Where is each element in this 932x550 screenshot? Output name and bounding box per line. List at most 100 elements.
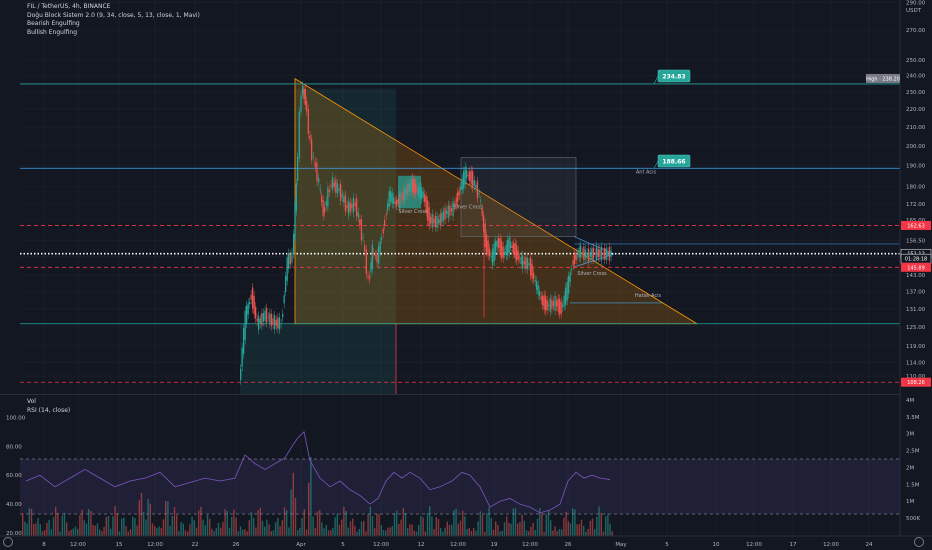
volume-bar	[380, 524, 382, 536]
volume-bar	[224, 509, 226, 536]
volume-bar	[367, 514, 369, 536]
volume-bar	[475, 530, 477, 536]
volume-bar	[316, 511, 319, 536]
volume-bar	[466, 529, 468, 536]
rsi-tick-label: 80.00	[6, 444, 22, 450]
candle-body	[596, 246, 598, 260]
candle-body	[400, 197, 403, 199]
volume-bar	[587, 529, 589, 536]
candle-body	[490, 256, 492, 258]
time-tick-label: Apr	[296, 542, 306, 548]
candle-body	[344, 194, 347, 212]
volume-bar	[415, 531, 418, 536]
candle-body	[439, 213, 441, 226]
volume-bar	[226, 510, 228, 536]
volume-bar	[536, 518, 539, 536]
volume-bar	[125, 526, 127, 536]
candle-body	[466, 170, 468, 179]
price-pane[interactable]: Silver Cross Silver Cross Silver Cross Ant …	[20, 0, 900, 536]
time-tick-label: 12:00	[450, 542, 466, 548]
candle-body	[607, 251, 609, 256]
volume-legend[interactable]: Vol	[27, 398, 36, 405]
candle-body	[288, 253, 290, 269]
volume-bar	[345, 510, 347, 536]
volume-bar	[277, 517, 279, 536]
price-tick-label: 131.00	[906, 307, 926, 313]
rsi-band-fill	[20, 459, 900, 514]
volume-bar	[206, 515, 209, 536]
symbol-title[interactable]: FIL / TetherUS, 4h, BINANCE	[27, 3, 111, 10]
volume-bar	[418, 524, 420, 536]
annotation-label: Silver Cross	[453, 204, 483, 210]
volume-bar	[435, 517, 437, 536]
indicator-dogu-block[interactable]: Doğu Block Sistem 2.0 (9, 34, close, 5, …	[27, 11, 200, 19]
candle-body	[419, 186, 421, 199]
volume-bar	[158, 526, 160, 536]
candle-body	[391, 192, 393, 204]
volume-bar	[424, 531, 426, 536]
wedge-upper-line	[573, 236, 615, 255]
volume-bar	[162, 519, 165, 536]
candle-body	[399, 191, 401, 208]
tradingview-logo-icon[interactable]	[3, 537, 13, 547]
candle-body	[303, 88, 305, 99]
candle-body	[258, 316, 260, 330]
rsi-pane[interactable]	[20, 431, 900, 536]
candle-body	[454, 205, 456, 207]
time-tick-label: 12:00	[823, 542, 839, 548]
candle-body	[306, 101, 308, 112]
candle-body	[385, 214, 387, 216]
wedge-lower-line	[573, 253, 615, 268]
volume-bars	[22, 456, 613, 536]
volume-bar	[382, 529, 385, 536]
volume-bar	[160, 527, 162, 536]
time-tick-label: 12:00	[70, 542, 86, 548]
rsi-legend-label[interactable]: RSI (14, close)	[27, 406, 71, 414]
volume-bar	[171, 516, 173, 536]
candle-body	[469, 171, 471, 181]
volume-bar	[470, 530, 473, 536]
candle-body	[526, 258, 529, 270]
candle-body	[505, 245, 507, 256]
candle-body	[387, 203, 389, 211]
volume-bar	[360, 521, 363, 536]
candle-body	[519, 257, 521, 259]
indicator-bearish-engulfing[interactable]: Bearish Engulfing	[27, 20, 80, 28]
candle-body	[319, 188, 321, 190]
candle-body	[295, 183, 297, 212]
volume-bar	[323, 528, 325, 536]
candle-body	[481, 208, 483, 216]
volume-bar	[523, 520, 525, 536]
candle-body	[548, 305, 550, 307]
volume-bar	[264, 526, 266, 536]
settings-gear-icon[interactable]	[914, 537, 924, 547]
volume-bar	[301, 518, 303, 536]
volume-bar	[182, 523, 184, 536]
volume-bar	[242, 529, 244, 536]
candle-body	[476, 181, 479, 199]
volume-bar	[327, 530, 330, 536]
volume-bar	[431, 516, 433, 536]
price-tick-label: 270.00	[906, 28, 926, 34]
volume-bar	[66, 522, 68, 536]
volume-bar	[314, 527, 316, 536]
volume-bar	[528, 531, 530, 536]
volume-bar	[176, 514, 178, 536]
volume-bar	[565, 511, 567, 536]
candle-body	[551, 299, 553, 309]
candle-body	[467, 174, 469, 176]
candle-body	[314, 161, 316, 168]
volume-bar	[503, 522, 506, 536]
volume-bar	[180, 522, 182, 536]
volume-bar	[246, 531, 248, 536]
indicator-bullish-engulfing[interactable]: Bullish Engulfing	[27, 28, 78, 36]
candle-body	[472, 171, 474, 188]
candle-body	[370, 262, 372, 272]
candle-body	[463, 171, 465, 189]
volume-bar	[541, 513, 543, 536]
candle-body	[333, 182, 335, 187]
candle-body	[369, 276, 371, 280]
time-axis[interactable]	[0, 536, 932, 550]
candle-body	[568, 276, 570, 294]
